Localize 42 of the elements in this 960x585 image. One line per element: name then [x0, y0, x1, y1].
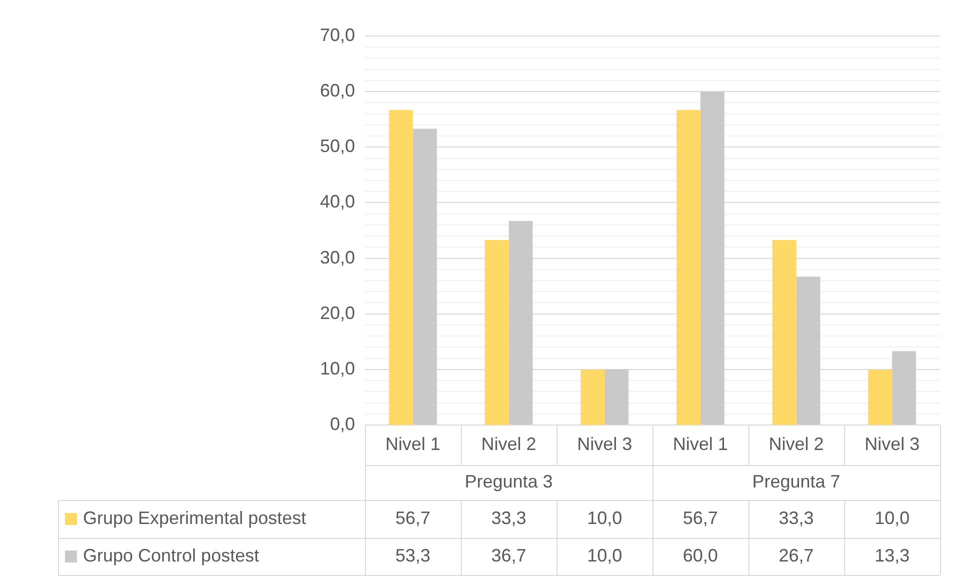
x-tick-label: Nivel 2 [481, 434, 536, 454]
x-tick-label: Nivel 3 [577, 434, 632, 454]
text: Pregunta 7 [752, 471, 840, 492]
bar [676, 110, 700, 424]
text: Pregunta 3 [464, 471, 553, 492]
bar [412, 128, 437, 424]
data-label: 26,7 [778, 545, 814, 566]
y-tick-label: 0,0 [330, 414, 355, 434]
y-tick-label: 10,0 [320, 358, 355, 378]
bar [892, 351, 916, 424]
x-tick-label: Nivel 1 [672, 434, 728, 454]
y-tick-label: 40,0 [320, 192, 355, 212]
data-label: 10,0 [587, 508, 622, 528]
data-label: 53,3 [395, 545, 430, 566]
bar [484, 240, 509, 424]
legend-label: Grupo Experimental postest [83, 508, 306, 528]
data-label: 13,3 [874, 545, 910, 566]
data-label: 56,7 [682, 508, 718, 528]
y-tick-label: 50,0 [320, 136, 355, 156]
bar [868, 369, 892, 424]
data-label: 33,3 [778, 508, 814, 528]
bar [388, 110, 413, 424]
bar [796, 276, 820, 424]
data-label: 10,0 [874, 508, 910, 528]
bar [580, 369, 605, 424]
data-label: 36,7 [491, 545, 526, 566]
y-tick-label: 60,0 [320, 80, 355, 101]
y-tick-label: 70,0 [320, 24, 355, 45]
y-tick-label: 30,0 [320, 247, 355, 268]
y-tick-label: 20,0 [320, 302, 355, 323]
legend-label: Grupo Control postest [83, 545, 260, 566]
bar [604, 369, 629, 424]
data-label: 10,0 [587, 545, 622, 566]
data-label: 60,0 [682, 545, 718, 566]
x-tick-label: Nivel 2 [768, 434, 824, 454]
bar [772, 240, 796, 424]
data-label: 56,7 [395, 508, 430, 528]
x-tick-label: Nivel 1 [385, 434, 440, 454]
bar [508, 221, 533, 424]
data-label: 33,3 [491, 508, 526, 528]
bar [700, 92, 724, 424]
x-tick-label: Nivel 3 [864, 434, 920, 454]
